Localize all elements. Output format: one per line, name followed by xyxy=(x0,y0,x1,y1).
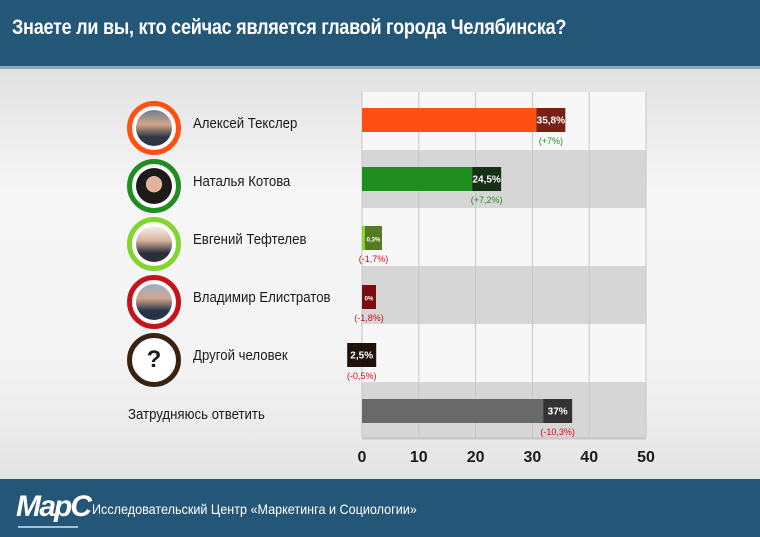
label-tekslar: Алексей Текслер xyxy=(193,115,298,132)
portrait-icon xyxy=(136,226,172,262)
x-tick-label: 10 xyxy=(410,449,428,466)
bar-chart: 35,8% (+7%) 24,5% (+7,2%) 0,3% (-1,7%) 0% (-1,8… xyxy=(347,92,655,466)
avatar-kotova xyxy=(127,159,181,213)
x-tick-label: 30 xyxy=(524,449,542,466)
label-kotova: Наталья Котова xyxy=(193,173,291,190)
bar-tip xyxy=(543,399,573,423)
bar xyxy=(362,108,537,132)
header-band: Знаете ли вы, кто сейчас является главой… xyxy=(0,0,760,66)
logo-text: МарС xyxy=(16,490,92,523)
avatar-other: ? xyxy=(127,333,181,387)
data-label: 2,5% xyxy=(350,351,373,362)
label-teftelev: Евгений Тефтелев xyxy=(193,231,307,248)
label-elistratov: Владимир Елистратов xyxy=(193,289,331,306)
avatar-teftelev xyxy=(127,217,181,271)
x-tick-label: 40 xyxy=(580,449,598,466)
avatar-tekslar xyxy=(127,101,181,155)
logo-underline xyxy=(18,526,78,528)
bar xyxy=(362,167,473,191)
footer-band: МарС Исследовательский Центр «Маркетинга… xyxy=(0,479,760,537)
label-other: Другой человек xyxy=(193,347,288,364)
bar xyxy=(362,226,365,250)
bar-tip xyxy=(536,108,566,132)
change-label: (+7%) xyxy=(539,136,563,146)
data-label: 0% xyxy=(365,297,374,303)
row-band xyxy=(362,266,646,324)
change-label: (-1,7%) xyxy=(359,254,389,264)
row-band xyxy=(362,208,646,266)
avatar-elistratov xyxy=(127,275,181,329)
change-label: (-1,8%) xyxy=(354,313,384,323)
label-dont-know: Затрудняюсь ответить xyxy=(128,406,265,423)
data-label: 0,3% xyxy=(367,238,381,244)
bar xyxy=(362,399,544,423)
x-tick-label: 50 xyxy=(637,449,655,466)
question-icon: ? xyxy=(146,346,162,373)
x-tick-label: 20 xyxy=(467,449,485,466)
data-label: 24,5% xyxy=(472,175,500,186)
x-tick-label: 0 xyxy=(358,449,367,466)
bar-tip xyxy=(347,343,377,367)
portrait-icon xyxy=(136,168,172,204)
portrait-icon xyxy=(136,110,172,146)
change-label: (-0,5%) xyxy=(347,371,377,381)
bar-tip xyxy=(362,285,376,309)
bar-tip xyxy=(472,167,502,191)
header-stripe xyxy=(0,66,760,69)
footer-org: Исследовательский Центр «Маркетинга и Со… xyxy=(92,501,417,517)
portrait-icon xyxy=(136,284,172,320)
page-title: Знаете ли вы, кто сейчас является главой… xyxy=(12,16,567,39)
data-label: 37% xyxy=(548,407,568,418)
mars-logo: МарС xyxy=(16,484,92,532)
row-band xyxy=(362,324,646,382)
bar-tip xyxy=(365,226,382,250)
data-label: 35,8% xyxy=(537,116,565,127)
change-label: (+7,2%) xyxy=(471,195,503,205)
change-label: (-10,3%) xyxy=(540,427,575,437)
